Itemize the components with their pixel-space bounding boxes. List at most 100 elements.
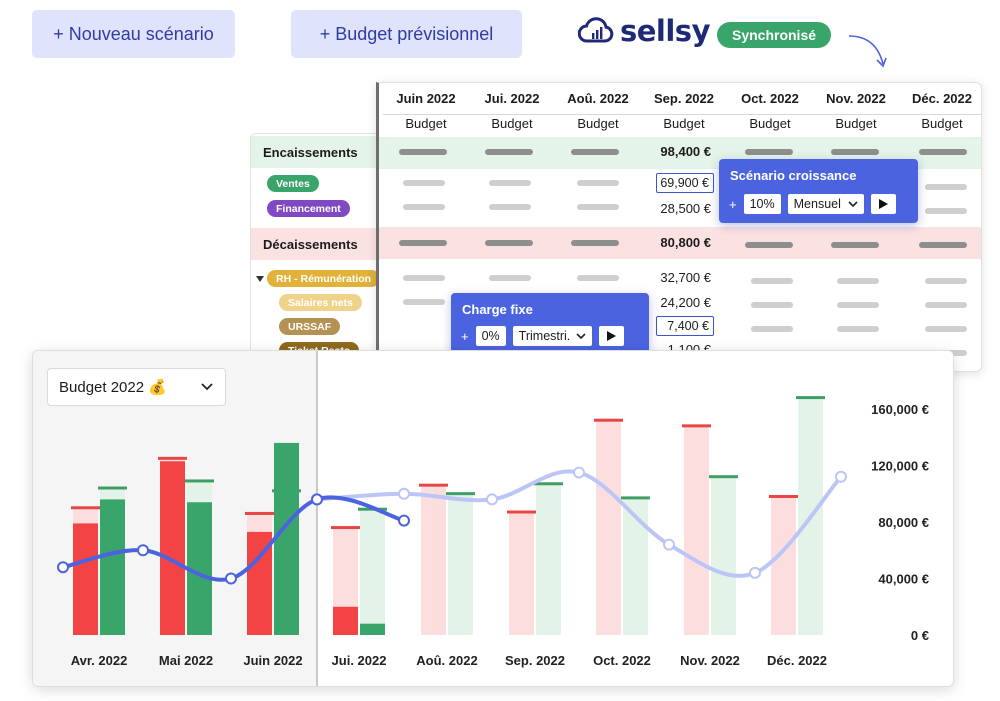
forecast-point (486, 493, 498, 506)
urssaf-value-input[interactable]: 7,400 € (656, 316, 714, 336)
placeholder-bar (403, 275, 445, 281)
income-target-marker (621, 496, 650, 500)
x-tick-label: Déc. 2022 (767, 653, 827, 668)
salaires-value[interactable]: 24,200 € (660, 295, 711, 310)
fixed-charge-popover: Charge fixe + 0% Trimestri. (451, 293, 649, 355)
growth-scenario-popover: Scénario croissance + 10% Mensuel (719, 159, 918, 223)
placeholder-bar (489, 204, 531, 210)
popover-title: Charge fixe (462, 302, 533, 317)
category-pill-financement[interactable]: Financement (267, 200, 350, 217)
chevron-down-icon (201, 383, 213, 391)
category-pill-rh[interactable]: RH - Rémunération (267, 270, 378, 287)
expense-budget-bar (771, 497, 796, 635)
x-tick-label: Sep. 2022 (505, 653, 565, 668)
category-pill-urssaf[interactable]: URSSAF (279, 318, 341, 335)
financement-value[interactable]: 28,500 € (660, 201, 711, 216)
column-subheader: Budget (383, 114, 469, 131)
expense-target-marker (419, 483, 448, 487)
growth-period-select[interactable]: Mensuel (787, 194, 864, 214)
growth-percent-input[interactable]: 10% (743, 194, 781, 214)
placeholder-bar (403, 180, 445, 186)
budget-chart-card: Budget 2022 💰 Avr. 2022 Mai 2022 Juin 2022… (32, 350, 954, 687)
expense-row (379, 227, 981, 259)
expense-target-marker (158, 456, 187, 460)
cloud-chart-icon (578, 17, 614, 43)
fixed-period-select[interactable]: Trimestri. (512, 326, 592, 346)
caret-down-icon[interactable] (256, 275, 265, 283)
income-budget-bar (536, 485, 561, 635)
category-pill-ticket[interactable]: Ticket Resto (279, 342, 360, 352)
placeholder-bar (925, 184, 967, 190)
placeholder-bar (571, 149, 619, 155)
placeholder-bar (577, 275, 619, 281)
income-target-marker (796, 396, 825, 400)
expense-section-label: Décaissements (251, 228, 378, 260)
income-actual-bar (360, 623, 385, 635)
apply-play-button[interactable] (870, 194, 896, 214)
forecast-point (663, 538, 675, 551)
expense-target-marker (594, 418, 623, 422)
income-target-marker (709, 475, 738, 479)
column-header: Juin 2022 (396, 91, 456, 106)
expense-budget-bar (421, 486, 446, 635)
forecast-point (398, 487, 410, 500)
column-subheader: Budget (813, 114, 899, 131)
placeholder-bar (837, 326, 879, 332)
placeholder-bar (925, 278, 967, 284)
column-subheader: Budget (727, 114, 813, 131)
budget-chart: Avr. 2022 Mai 2022 Juin 2022 Jui. 2022 Aoû. … (57, 351, 929, 686)
y-tick-label: 120,000 € (871, 459, 929, 474)
budget-select[interactable]: Budget 2022 💰 (47, 368, 226, 406)
income-budget-bar (448, 495, 473, 635)
rh-value[interactable]: 32,700 € (660, 270, 711, 285)
income-actual-bar (100, 499, 125, 635)
apply-play-button[interactable] (598, 326, 624, 346)
forecast-budget-button[interactable]: + Budget prévisionnel (291, 10, 522, 58)
expense-budget-bar (509, 513, 534, 635)
placeholder-bar (399, 149, 447, 155)
placeholder-bar (751, 278, 793, 284)
column-subheader: Budget (641, 114, 727, 131)
placeholder-bar (485, 240, 533, 246)
new-scenario-button[interactable]: + Nouveau scénario (32, 10, 235, 58)
placeholder-bar (837, 302, 879, 308)
income-budget-bar (623, 499, 648, 635)
placeholder-bar (925, 208, 967, 214)
play-icon (606, 331, 616, 341)
placeholder-bar (925, 326, 967, 332)
placeholder-bar (485, 149, 533, 155)
expense-actual-bar (160, 461, 185, 635)
growth-period-label: Mensuel (793, 197, 841, 211)
expense-target-marker (507, 510, 536, 514)
actual-point (57, 561, 69, 574)
column-header: Jui. 2022 (484, 91, 540, 106)
placeholder-bar (751, 302, 793, 308)
chevron-down-icon (576, 332, 586, 339)
placeholder-bar (489, 180, 531, 186)
category-panel: Encaissements Ventes Financement Décaiss… (250, 133, 378, 353)
ventes-value-input[interactable]: 69,900 € (656, 173, 714, 193)
plus-icon: + (461, 328, 469, 344)
plus-icon: + (729, 196, 737, 212)
income-section-label: Encaissements (251, 136, 378, 168)
forecast-point (835, 470, 847, 483)
x-tick-label: Nov. 2022 (680, 653, 740, 668)
x-tick-label: Aoû. 2022 (416, 653, 477, 668)
budget-table: Juin 2022 Jui. 2022 Aoû. 2022 Sep. 2022 … (376, 82, 982, 372)
placeholder-bar (489, 275, 531, 281)
placeholder-bar (831, 149, 879, 155)
column-header: Aoû. 2022 (567, 91, 629, 106)
income-total-value: 98,400 € (660, 144, 711, 159)
fixed-percent-input[interactable]: 0% (475, 326, 506, 346)
income-target-marker (185, 479, 214, 483)
expense-actual-bar (73, 523, 98, 635)
x-tick-label: Oct. 2022 (593, 653, 651, 668)
column-subheader: Budget (469, 114, 555, 131)
expense-target-marker (71, 506, 100, 510)
x-tick-label: Mai 2022 (159, 653, 213, 668)
category-pill-ventes[interactable]: Ventes (267, 175, 319, 192)
expense-budget-bar (684, 427, 709, 635)
budget-select-value: Budget 2022 💰 (59, 379, 167, 396)
expense-actual-bar (333, 606, 358, 635)
category-pill-salaires[interactable]: Salaires nets (279, 294, 362, 311)
